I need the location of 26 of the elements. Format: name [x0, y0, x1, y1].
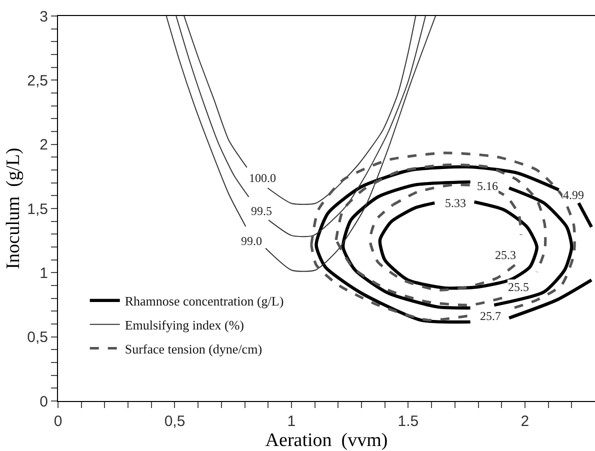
- y-tick-label: 2,5: [27, 72, 48, 90]
- y-tick-label: 1: [40, 264, 48, 282]
- annotation: 100.0: [249, 171, 276, 185]
- annotation: 25.7: [480, 309, 501, 323]
- x-tick-label: 1: [287, 413, 296, 430]
- annotation: 25.3: [495, 248, 516, 262]
- annotation: 4.99: [563, 188, 584, 202]
- annotation: 99.5: [251, 204, 272, 218]
- x-tick-label: 1.5: [398, 413, 419, 430]
- y-axis-title: Inoculum (g/L): [2, 148, 24, 270]
- annotation: 99.0: [241, 234, 262, 248]
- y-tick-label: 0,5: [27, 329, 48, 346]
- annotation: 5.33: [445, 196, 466, 210]
- annotation: 25.5: [508, 280, 529, 294]
- y-tick-label: 1,5: [27, 200, 48, 218]
- x-tick-label: 0: [54, 413, 62, 430]
- x-tick-label: 0,5: [164, 413, 186, 430]
- legend-label: Surface tension (dyne/cm): [124, 341, 262, 356]
- x-tick-label: 2: [520, 413, 530, 430]
- y-tick-label: 3: [40, 8, 48, 26]
- line-series: [378, 200, 538, 290]
- y-tick-label: 0: [40, 393, 48, 410]
- legend-label: Emulsifying index (%): [124, 317, 244, 332]
- x-axis-title: Aeration (vvm): [265, 430, 388, 451]
- legend-label: Rhamnose concentration (g/L): [124, 294, 284, 309]
- y-tick-label: 2: [40, 136, 48, 154]
